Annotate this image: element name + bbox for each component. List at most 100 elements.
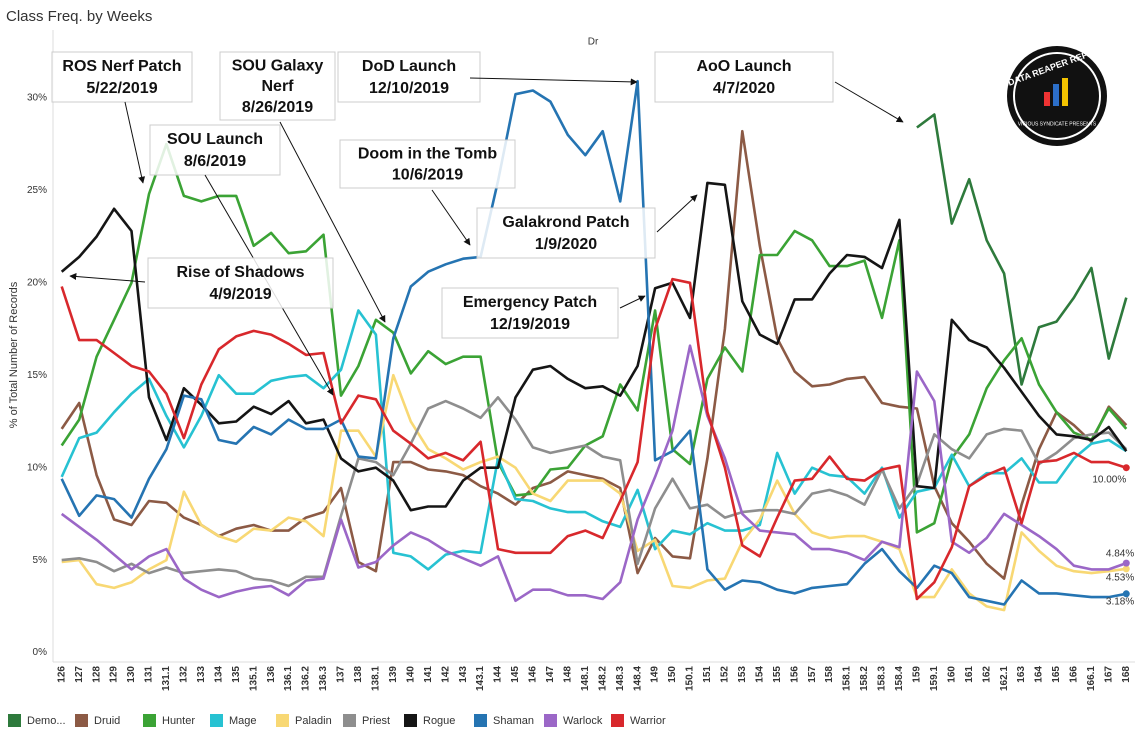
x-tick-label: 162.1 bbox=[999, 666, 1010, 691]
series-line bbox=[61, 373, 1127, 612]
x-tick-label: 133 bbox=[196, 666, 207, 683]
y-axis-label: % of Total Number of Records bbox=[8, 281, 20, 428]
annotation-text: SOU Launch bbox=[167, 131, 263, 148]
x-tick-label: 143 bbox=[458, 666, 469, 683]
x-tick-label: 143.1 bbox=[475, 666, 486, 691]
x-tick-label: 142 bbox=[440, 666, 451, 683]
legend-label: Demo... bbox=[27, 715, 66, 727]
logo-icon bbox=[1044, 92, 1050, 106]
series-line bbox=[60, 129, 1128, 580]
x-tick-label: 135 bbox=[231, 666, 242, 683]
x-tick-label: 131.1 bbox=[161, 666, 172, 691]
logo: DATA REAPER REPORT VICIOUS SYNDICATE PRE… bbox=[1007, 43, 1108, 146]
x-tick-label: 136.1 bbox=[283, 666, 294, 691]
y-tick-label: 15% bbox=[27, 370, 47, 381]
legend-label: Mage bbox=[229, 715, 257, 727]
logo-subtitle: VICIOUS SYNDICATE PRESENTS bbox=[1018, 121, 1097, 127]
series-line bbox=[60, 277, 1127, 601]
annotation-text: 5/22/2019 bbox=[86, 80, 157, 97]
annotation-text: 12/10/2019 bbox=[369, 80, 449, 97]
annotation-box bbox=[654, 51, 834, 103]
x-tick-label: 158.4 bbox=[894, 666, 905, 691]
end-point bbox=[1122, 464, 1130, 472]
x-tick-label: 148.4 bbox=[632, 666, 643, 691]
data-label: 3.18% bbox=[1106, 596, 1134, 607]
x-tick-label: 156 bbox=[789, 666, 800, 683]
annotation-text: 8/6/2019 bbox=[184, 153, 246, 170]
x-tick-label: 166.1 bbox=[1086, 666, 1097, 691]
x-tick-label: 135.1 bbox=[248, 666, 259, 691]
annotation-box bbox=[149, 124, 281, 176]
series-line bbox=[61, 396, 1128, 588]
x-tick-label: 141 bbox=[423, 666, 434, 683]
annotation-text: 4/7/2020 bbox=[713, 80, 775, 97]
x-tick-label: 139 bbox=[388, 666, 399, 683]
legend-swatch bbox=[404, 714, 417, 727]
series-line bbox=[60, 142, 1128, 534]
x-tick-label: 129 bbox=[109, 666, 120, 683]
x-tick-label: 148.2 bbox=[597, 666, 608, 691]
annotation-arrow bbox=[279, 121, 386, 323]
legend-swatch bbox=[474, 714, 487, 727]
annotation-text: AoO Launch bbox=[696, 58, 791, 75]
x-tick-label: 136.3 bbox=[318, 666, 329, 691]
annotation-arrow bbox=[431, 189, 471, 246]
annotation-text: 8/26/2019 bbox=[242, 99, 313, 116]
series-line bbox=[916, 113, 1128, 386]
x-tick-label: 136 bbox=[266, 666, 277, 683]
x-tick-label: 136.2 bbox=[301, 666, 312, 691]
series-line bbox=[60, 344, 1127, 603]
legend-swatch bbox=[75, 714, 88, 727]
annotation-arrow bbox=[69, 273, 146, 283]
legend-swatch bbox=[611, 714, 624, 727]
annotation-box bbox=[441, 287, 619, 339]
x-tick-label: 148 bbox=[562, 666, 573, 683]
end-point bbox=[1122, 559, 1130, 567]
annotation-text: 10/6/2019 bbox=[392, 167, 463, 184]
legend-label: Rogue bbox=[423, 715, 455, 727]
x-tick-label: 159.1 bbox=[929, 666, 940, 691]
annotation-text: 4/9/2019 bbox=[209, 286, 271, 303]
annotation-text: Nerf bbox=[261, 78, 294, 95]
y-tick-label: 25% bbox=[27, 185, 47, 196]
x-tick-label: 160 bbox=[946, 666, 957, 683]
x-tick-label: 127 bbox=[74, 666, 85, 683]
annotation-arrow bbox=[124, 101, 146, 184]
y-tick-label: 20% bbox=[27, 277, 47, 288]
x-tick-label: 144 bbox=[493, 666, 504, 683]
annotation-box bbox=[339, 139, 516, 189]
x-tick-label: 138.1 bbox=[370, 666, 381, 691]
end-point bbox=[1122, 590, 1130, 598]
data-label: 4.53% bbox=[1106, 572, 1134, 583]
series-line bbox=[60, 309, 1127, 571]
x-tick-label: 158 bbox=[824, 666, 835, 683]
x-tick-label: 131 bbox=[144, 666, 155, 683]
series-group bbox=[60, 79, 1128, 612]
legend-label: Shaman bbox=[493, 715, 534, 727]
legend-label: Paladin bbox=[295, 715, 332, 727]
x-tick-label: 148.1 bbox=[580, 666, 591, 691]
x-tick-label: 168 bbox=[1121, 666, 1132, 683]
data-label: 4.84% bbox=[1106, 549, 1134, 560]
x-tick-label: 166 bbox=[1069, 666, 1080, 683]
y-tick-label: 0% bbox=[33, 647, 48, 658]
x-tick-label: 164 bbox=[1034, 666, 1045, 683]
legend-label: Warlock bbox=[563, 715, 603, 727]
x-tick-label: 126 bbox=[56, 666, 67, 683]
x-tick-label: 128 bbox=[91, 666, 102, 683]
annotation-text: Emergency Patch bbox=[463, 294, 597, 311]
chart-title: Class Freq. by Weeks bbox=[6, 8, 152, 25]
annotation-text: SOU Galaxy bbox=[232, 58, 324, 75]
annotation-arrow bbox=[619, 295, 646, 309]
annotation-box bbox=[337, 51, 481, 103]
x-tick-label: 140 bbox=[405, 666, 416, 683]
legend-swatch bbox=[276, 714, 289, 727]
annotation-arrow bbox=[656, 194, 698, 233]
x-tick-label: 162 bbox=[981, 666, 992, 683]
x-tick-label: 149 bbox=[650, 666, 661, 683]
annotation-arrow bbox=[469, 77, 638, 86]
x-tick-label: 158.3 bbox=[877, 666, 888, 691]
x-tick-label: 154 bbox=[754, 666, 765, 683]
logo-icon bbox=[1062, 78, 1068, 106]
